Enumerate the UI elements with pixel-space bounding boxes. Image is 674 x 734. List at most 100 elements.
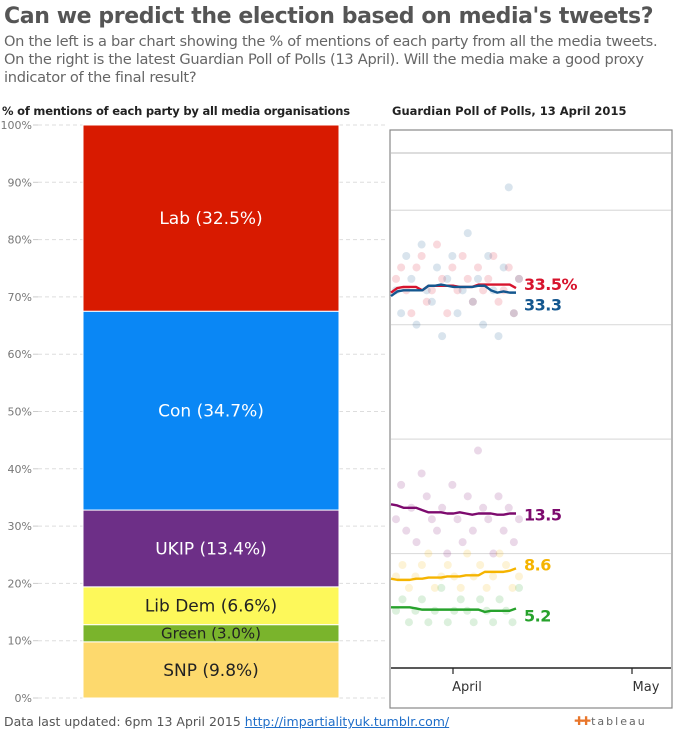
poll-end-label-ukip: 13.5 [524, 506, 562, 525]
poll-dot-con [509, 309, 518, 318]
poll-dot-lib-dem [417, 561, 426, 569]
poll-dot-green [443, 618, 452, 627]
y-tick-label: 60% [8, 348, 32, 361]
poll-dot-lab [474, 263, 482, 272]
poll-dot-lab [484, 274, 493, 283]
bar-segment-ukip[interactable] [82, 509, 340, 588]
poll-dot-con [474, 274, 482, 283]
y-tick-label: 50% [8, 406, 32, 419]
poll-dot-lib-dem [443, 561, 452, 569]
media-mentions-bar-chart: 0% 10% 20% 30% 40% 50% 60% 70% 80% 90% 100% SNP (9… [1, 119, 388, 705]
poll-dot-lib-dem [502, 561, 511, 569]
poll-dot-ukip [427, 515, 436, 524]
poll-dot-lib-dem [430, 583, 439, 592]
poll-dot-ukip [402, 526, 411, 535]
poll-dot-con [438, 332, 447, 341]
poll-dot-con [494, 332, 503, 341]
poll-dot-ukip [484, 515, 493, 524]
poll-dot-lab [515, 274, 523, 283]
poll-dot-ukip [433, 526, 441, 535]
poll-dot-con [515, 274, 523, 283]
poll-dot-green [404, 618, 413, 627]
y-tick-label: 90% [8, 176, 32, 189]
poll-dot-lib-dem [424, 549, 433, 558]
poll-line-ukip[interactable] [390, 503, 516, 516]
poll-dot-ukip [515, 515, 523, 524]
y-tick-label: 70% [8, 291, 32, 304]
left-chart-title: % of mentions of each party by all media… [2, 104, 350, 118]
bar-segment-lib-dem[interactable] [82, 586, 340, 626]
poll-dot-lab [427, 286, 436, 295]
tableau-plus-icon: ✚✚ [574, 714, 591, 728]
y-tick-label: 30% [8, 520, 32, 533]
poll-dot-ukip [443, 549, 452, 558]
poll-line-green[interactable] [391, 606, 517, 614]
poll-dot-con [412, 320, 421, 329]
poll-dot-ukip [504, 503, 513, 512]
poll-dot-ukip [448, 480, 457, 489]
poll-dot-green [437, 583, 446, 592]
poll-dot-ukip [453, 515, 462, 524]
poll-dot-lib-dem [482, 583, 491, 592]
poll-chart-frame [389, 129, 673, 709]
poll-dot-lab [468, 297, 477, 306]
bar-label-green: Green (3.0%) [161, 625, 261, 643]
poll-dot-lab [509, 309, 518, 318]
poll-dot-green [392, 606, 400, 615]
poll-dot-ukip [479, 503, 488, 512]
y-tick-label: 0% [15, 692, 32, 705]
bar-segment-snp[interactable] [82, 641, 340, 699]
poll-dot-lab [494, 297, 503, 306]
poll-dot-lib-dem [398, 561, 407, 569]
poll-dot-green [469, 618, 478, 627]
poll-dot-con [504, 183, 513, 192]
y-tick-label: 10% [8, 635, 32, 648]
poll-dot-lab [417, 252, 426, 260]
page-subtitle: On the left is a bar chart showing the %… [4, 33, 658, 86]
poll-dot-lib-dem [404, 583, 413, 592]
bar-label-lab: Lab (32.5%) [159, 209, 262, 229]
poll-dot-lab [458, 252, 467, 260]
poll-dot-lib-dem [463, 549, 472, 558]
page-title: Can we predict the election based on med… [4, 4, 654, 29]
x-tick-label-april: April [452, 680, 482, 695]
poll-dot-con [448, 252, 457, 260]
poll-end-label-con: 33.3 [524, 296, 561, 315]
bar-label-con: Con (34.7%) [158, 402, 264, 422]
poll-dot-con [453, 309, 462, 318]
poll-dot-lab [504, 263, 513, 272]
poll-end-label-lib-dem: 8.6 [524, 555, 551, 574]
poll-dot-ukip [474, 446, 482, 455]
tableau-logo-text: tableau [591, 714, 647, 728]
poll-dot-green [508, 618, 517, 627]
poll-line-con[interactable] [390, 283, 516, 298]
poll-dot-con [427, 297, 436, 306]
poll-dot-lab [397, 263, 406, 272]
poll-dot-lib-dem [495, 549, 504, 558]
bar-segment-con[interactable] [82, 310, 340, 511]
poll-dot-ukip [463, 492, 472, 501]
poll-dot-con [484, 252, 493, 260]
poll-dot-con [397, 309, 406, 318]
poll-dot-con [458, 286, 467, 295]
poll-dot-lib-dem [456, 583, 465, 592]
poll-dot-green [398, 595, 407, 604]
poll-dot-lab [443, 309, 452, 318]
poll-dot-ukip [458, 538, 467, 547]
poll-dot-con [463, 229, 472, 238]
poll-dot-lab [489, 252, 498, 260]
bar-segment-lab[interactable] [82, 124, 340, 312]
poll-dot-lab [479, 286, 488, 295]
poll-dot-lab [438, 274, 447, 283]
poll-dot-con [417, 240, 426, 249]
y-tick-label: 40% [8, 463, 32, 476]
tableau-logo[interactable]: ✚✚ tableau [574, 714, 647, 728]
poll-dot-ukip [494, 492, 503, 501]
poll-dot-lab [433, 240, 441, 249]
poll-dot-lib-dem [489, 572, 498, 581]
poll-line-lib-dem[interactable] [390, 567, 517, 582]
poll-dot-green [515, 583, 523, 592]
source-link[interactable]: http://impartialityuk.tumblr.com/ [244, 714, 450, 729]
poll-end-label-lab: 33.5% [524, 275, 577, 294]
poll-dot-green [476, 595, 485, 604]
